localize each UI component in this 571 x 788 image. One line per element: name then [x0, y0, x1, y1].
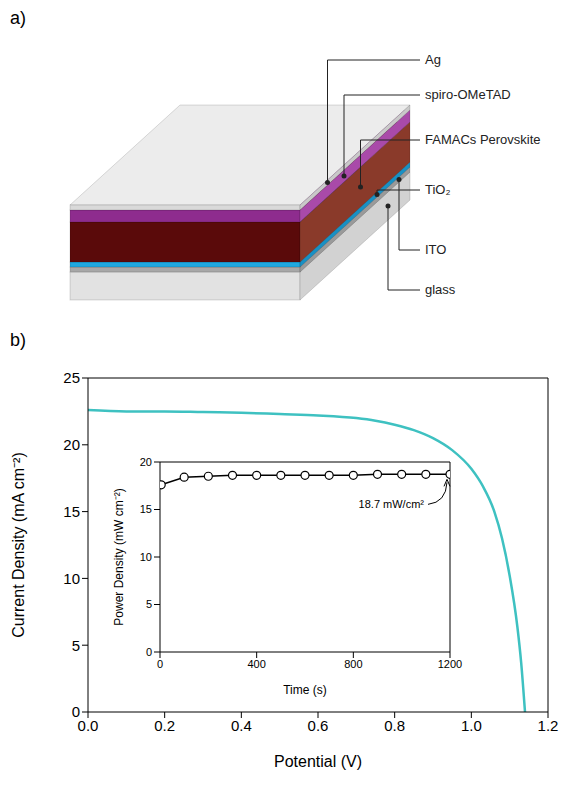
svg-text:10: 10	[140, 551, 152, 563]
svg-text:20: 20	[140, 456, 152, 468]
html-text:glass: glass	[425, 282, 456, 297]
svg-text:0.0: 0.0	[78, 717, 99, 734]
svg-text:0: 0	[157, 658, 163, 670]
html-text:a): a)	[10, 8, 26, 28]
svg-text:400: 400	[247, 658, 265, 670]
svg-text:10: 10	[63, 570, 80, 587]
svg-text:0: 0	[72, 703, 80, 720]
svg-text:Current Density (mA cm⁻²): Current Density (mA cm⁻²)	[10, 452, 27, 637]
svg-text:15: 15	[140, 503, 152, 515]
svg-text:25: 25	[63, 369, 80, 386]
svg-text:5: 5	[146, 598, 152, 610]
svg-text:18.7 mW/cm²: 18.7 mW/cm²	[359, 498, 425, 510]
html-text:ITO: ITO	[425, 242, 447, 257]
svg-text:15: 15	[63, 503, 80, 520]
svg-text:0.4: 0.4	[231, 717, 252, 734]
html-text:FAMACs Perovskite: FAMACs Perovskite	[425, 132, 541, 147]
svg-text:Time (s): Time (s)	[283, 683, 327, 697]
html-text:b): b)	[10, 330, 26, 350]
svg-text:1200: 1200	[438, 658, 462, 670]
html-text:Ag: Ag	[425, 52, 441, 67]
html-text:TiO₂: TiO₂	[425, 182, 451, 197]
svg-text:1.0: 1.0	[461, 717, 482, 734]
svg-text:5: 5	[72, 637, 80, 654]
html-text:spiro-OMeTAD: spiro-OMeTAD	[425, 87, 511, 102]
svg-text:20: 20	[63, 436, 80, 453]
svg-text:1.2: 1.2	[538, 717, 559, 734]
svg-text:0.8: 0.8	[384, 717, 405, 734]
svg-text:800: 800	[344, 658, 362, 670]
svg-text:0.6: 0.6	[308, 717, 329, 734]
svg-text:Power Density (mW cm⁻²): Power Density (mW cm⁻²)	[112, 488, 126, 625]
svg-text:0: 0	[146, 646, 152, 658]
svg-text:Potential (V): Potential (V)	[274, 753, 362, 770]
svg-text:0.2: 0.2	[154, 717, 175, 734]
